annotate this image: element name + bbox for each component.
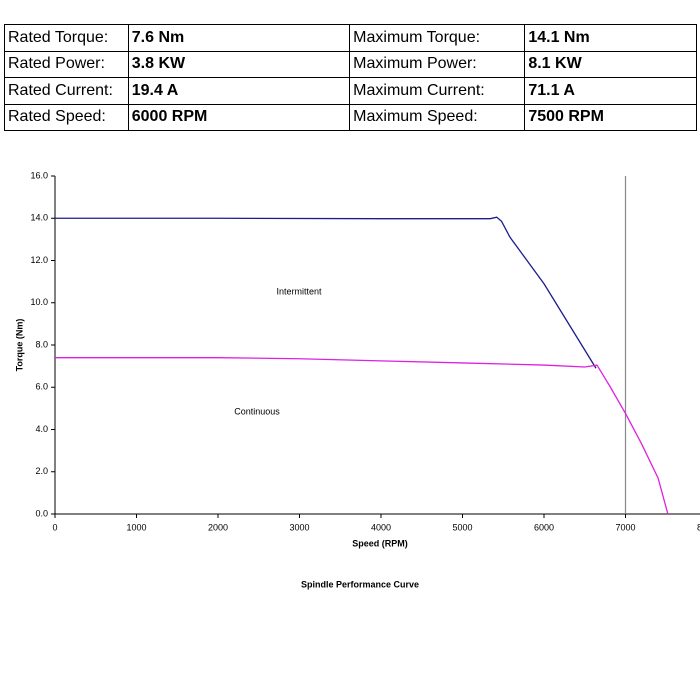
spec-label: Maximum Power: bbox=[349, 50, 526, 78]
caption: Spindle Performance Curve bbox=[301, 579, 419, 589]
x-tick-label: 4000 bbox=[371, 522, 391, 532]
x-tick-label: 6000 bbox=[534, 522, 554, 532]
spec-label: Rated Speed: bbox=[4, 103, 129, 131]
y-tick-label: 4.0 bbox=[35, 424, 48, 434]
y-tick-label: 12.0 bbox=[30, 255, 48, 265]
y-tick-label: 8.0 bbox=[35, 339, 48, 349]
series-line bbox=[55, 357, 669, 515]
spec-value: 8.1 KW bbox=[524, 50, 697, 78]
y-tick-label: 10.0 bbox=[30, 297, 48, 307]
x-axis-label: Speed (RPM) bbox=[352, 538, 408, 548]
spec-value: 7500 RPM bbox=[524, 103, 697, 131]
spec-label: Rated Power: bbox=[4, 50, 129, 78]
table-row: Rated Power: 3.8 KW Maximum Power: 8.1 KW bbox=[4, 50, 697, 78]
table-row: Rated Speed: 6000 RPM Maximum Speed: 7500 R… bbox=[4, 103, 697, 131]
spec-label: Maximum Speed: bbox=[349, 103, 526, 131]
spec-value: 14.1 Nm bbox=[524, 24, 697, 52]
spec-label: Maximum Current: bbox=[349, 77, 526, 105]
spec-value: 7.6 Nm bbox=[127, 24, 351, 52]
table-row: Rated Current: 19.4 A Maximum Current: 71.1… bbox=[4, 77, 697, 105]
x-tick-label: 2000 bbox=[208, 522, 228, 532]
x-tick-label: 1000 bbox=[126, 522, 146, 532]
spec-label: Maximum Torque: bbox=[349, 24, 526, 52]
y-tick-label: 14.0 bbox=[30, 213, 48, 223]
y-tick-label: 6.0 bbox=[35, 382, 48, 392]
annotation: Intermittent bbox=[276, 286, 322, 296]
spec-label: Rated Current: bbox=[4, 77, 129, 105]
annotation: Continuous bbox=[234, 406, 280, 416]
y-axis-label: Torque (Nm) bbox=[14, 319, 24, 372]
x-tick-label: 0 bbox=[52, 522, 57, 532]
spec-table: Rated Torque: 7.6 Nm Maximum Torque: 14.1 N… bbox=[4, 24, 697, 131]
x-tick-label: 5000 bbox=[452, 522, 472, 532]
spec-value: 3.8 KW bbox=[127, 50, 351, 78]
series-line bbox=[55, 216, 597, 369]
spec-value: 71.1 A bbox=[524, 77, 697, 105]
x-tick-label: 7000 bbox=[615, 522, 635, 532]
y-tick-label: 2.0 bbox=[35, 466, 48, 476]
spec-label: Rated Torque: bbox=[4, 24, 129, 52]
spec-value: 19.4 A bbox=[127, 77, 351, 105]
y-tick-label: 0.0 bbox=[35, 508, 48, 518]
y-tick-label: 16.0 bbox=[30, 170, 48, 180]
table-row: Rated Torque: 7.6 Nm Maximum Torque: 14.1 N… bbox=[4, 24, 697, 52]
x-tick-label: 8000 bbox=[697, 522, 700, 532]
spec-value: 6000 RPM bbox=[127, 103, 351, 131]
x-tick-label: 3000 bbox=[289, 522, 309, 532]
